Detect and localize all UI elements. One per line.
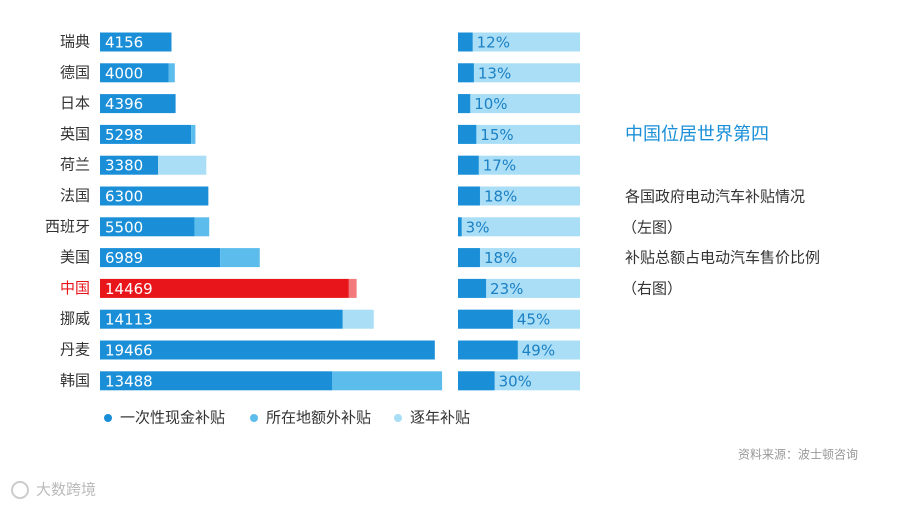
legend-label: 所在地额外补贴 [266, 409, 371, 427]
value-label: 13488 [105, 372, 153, 390]
bar [458, 278, 487, 298]
value-label: 23% [490, 280, 523, 298]
legend-marker [104, 414, 112, 422]
category-label: 中国 [60, 279, 90, 297]
bar-background [458, 186, 580, 206]
bar-segment [348, 278, 357, 298]
bar [458, 155, 479, 175]
value-label: 30% [499, 372, 532, 390]
bar-segment [220, 248, 260, 268]
bar-segment [331, 371, 443, 391]
bar-segment [100, 186, 209, 206]
bar [458, 63, 474, 83]
bar-segment [191, 124, 196, 144]
bar-background [458, 94, 580, 114]
bar [458, 186, 480, 206]
logo [11, 481, 29, 499]
value-label: 14113 [105, 311, 153, 329]
category-label: 荷兰 [60, 156, 90, 174]
note: （左图） [622, 219, 682, 237]
source: 资料来源：波士顿咨询 [738, 447, 858, 462]
bar-segment [100, 278, 349, 298]
value-label: 13% [478, 64, 511, 82]
category-label: 法国 [60, 187, 90, 205]
bar [458, 32, 473, 52]
bar-segment [100, 155, 159, 175]
bar-segment [158, 155, 207, 175]
value-label: 4396 [105, 95, 143, 113]
value-label: 5298 [105, 126, 143, 144]
bar-background [458, 124, 580, 144]
bar-segment [100, 371, 332, 391]
category-label: 英国 [60, 125, 90, 143]
category-label: 韩国 [60, 371, 90, 389]
bar-segment [100, 248, 221, 268]
bar [458, 94, 471, 114]
category-label: 挪威 [60, 310, 90, 328]
value-label: 12% [477, 34, 510, 52]
legend-marker [394, 414, 402, 422]
value-label: 15% [480, 126, 513, 144]
bar-segment [100, 340, 435, 360]
bar-segment [100, 309, 343, 329]
bar-background [458, 248, 580, 268]
bar [458, 217, 462, 237]
bar [458, 248, 480, 268]
bar-segment [168, 63, 175, 83]
value-label: 4156 [105, 34, 143, 52]
note: 各国政府电动汽车补贴情况 [625, 188, 805, 206]
category-label: 丹麦 [60, 341, 90, 359]
value-label: 17% [483, 157, 516, 175]
category-label: 西班牙 [45, 217, 90, 235]
bar [458, 371, 495, 391]
category-label: 美国 [60, 248, 90, 266]
value-label: 14469 [105, 280, 153, 298]
bar-segment [100, 63, 169, 83]
value-label: 3380 [105, 157, 143, 175]
bar-segment [194, 217, 210, 237]
bar [458, 309, 513, 329]
legend-label: 一次性现金补贴 [120, 409, 225, 427]
bar-segment [342, 309, 374, 329]
value-label: 18% [484, 188, 517, 206]
category-label: 德国 [60, 63, 90, 81]
value-label: 3% [466, 218, 490, 236]
value-label: 6300 [105, 188, 143, 206]
value-label: 19466 [105, 342, 153, 360]
bar [458, 340, 518, 360]
category-label: 瑞典 [60, 33, 90, 51]
bar-segment [100, 217, 195, 237]
value-label: 10% [474, 95, 507, 113]
bar-segment [100, 124, 192, 144]
value-label: 6989 [105, 249, 143, 267]
headline: 中国位居世界第四 [625, 124, 769, 145]
bar-background [458, 278, 580, 298]
note: 补贴总额占电动汽车售价比例 [625, 249, 820, 267]
value-label: 49% [522, 342, 555, 360]
bar-background [458, 155, 580, 175]
category-label: 日本 [60, 94, 90, 112]
value-label: 5500 [105, 218, 143, 236]
bar [458, 124, 477, 144]
value-label: 18% [484, 249, 517, 267]
watermark: 大数跨境 [36, 481, 96, 499]
bar-segment [100, 32, 172, 52]
bar-background [458, 63, 580, 83]
value-label: 4000 [105, 64, 143, 82]
bar-background [458, 32, 580, 52]
legend-marker [250, 414, 258, 422]
value-label: 45% [517, 311, 550, 329]
legend-label: 逐年补贴 [410, 409, 470, 427]
bar-background [458, 217, 580, 237]
note: （右图） [622, 280, 682, 298]
bar-segment [100, 94, 176, 114]
